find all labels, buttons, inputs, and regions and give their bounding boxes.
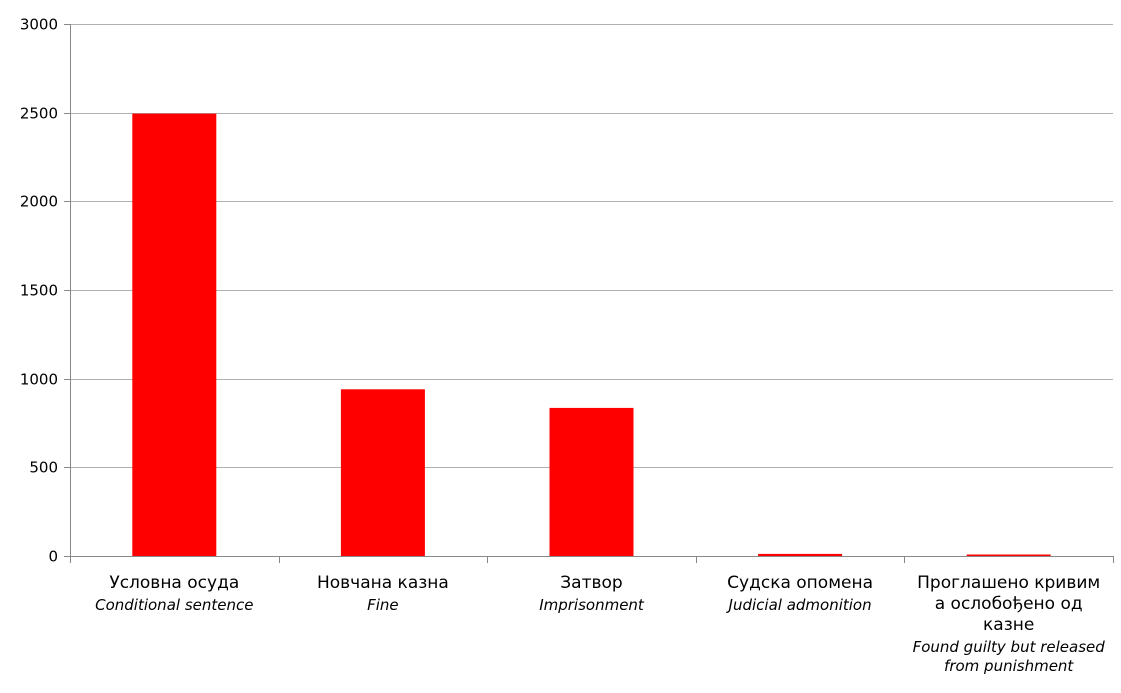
bar	[966, 554, 1051, 556]
y-tick-label: 500	[29, 459, 58, 477]
x-category-label-english: Fine	[367, 596, 399, 614]
y-tick-label: 1500	[20, 282, 58, 300]
y-tick-label: 2000	[20, 193, 58, 211]
x-category-label: Затвор	[560, 573, 623, 593]
x-category-label-english: Conditional sentence	[95, 596, 254, 614]
bar	[340, 389, 425, 556]
x-category-label-english: Imprisonment	[539, 596, 644, 614]
x-category-label-english: Judicial admonition	[728, 596, 872, 614]
x-category-label: Проглашено кривим а ослобођено од казне	[917, 573, 1101, 635]
y-tick-label: 2500	[20, 105, 58, 123]
bar	[549, 407, 634, 556]
y-tick-label: 0	[48, 548, 58, 566]
x-category-label: Судска опомена	[727, 573, 874, 593]
axes	[70, 24, 1114, 563]
y-tick-label: 3000	[20, 16, 58, 34]
bars	[132, 113, 1051, 556]
x-category-label: Условна осуда	[109, 573, 240, 593]
bar	[132, 113, 217, 556]
y-axis-ticks: 0 500 1000 1500 2000 2500 3000	[20, 16, 70, 566]
x-category-label: Новчана казна	[316, 573, 449, 593]
y-tick-label: 1000	[20, 371, 58, 389]
gridlines	[70, 24, 1113, 468]
bar	[758, 553, 843, 556]
x-category-label-english: Found guilty but released from punishmen…	[912, 638, 1105, 675]
